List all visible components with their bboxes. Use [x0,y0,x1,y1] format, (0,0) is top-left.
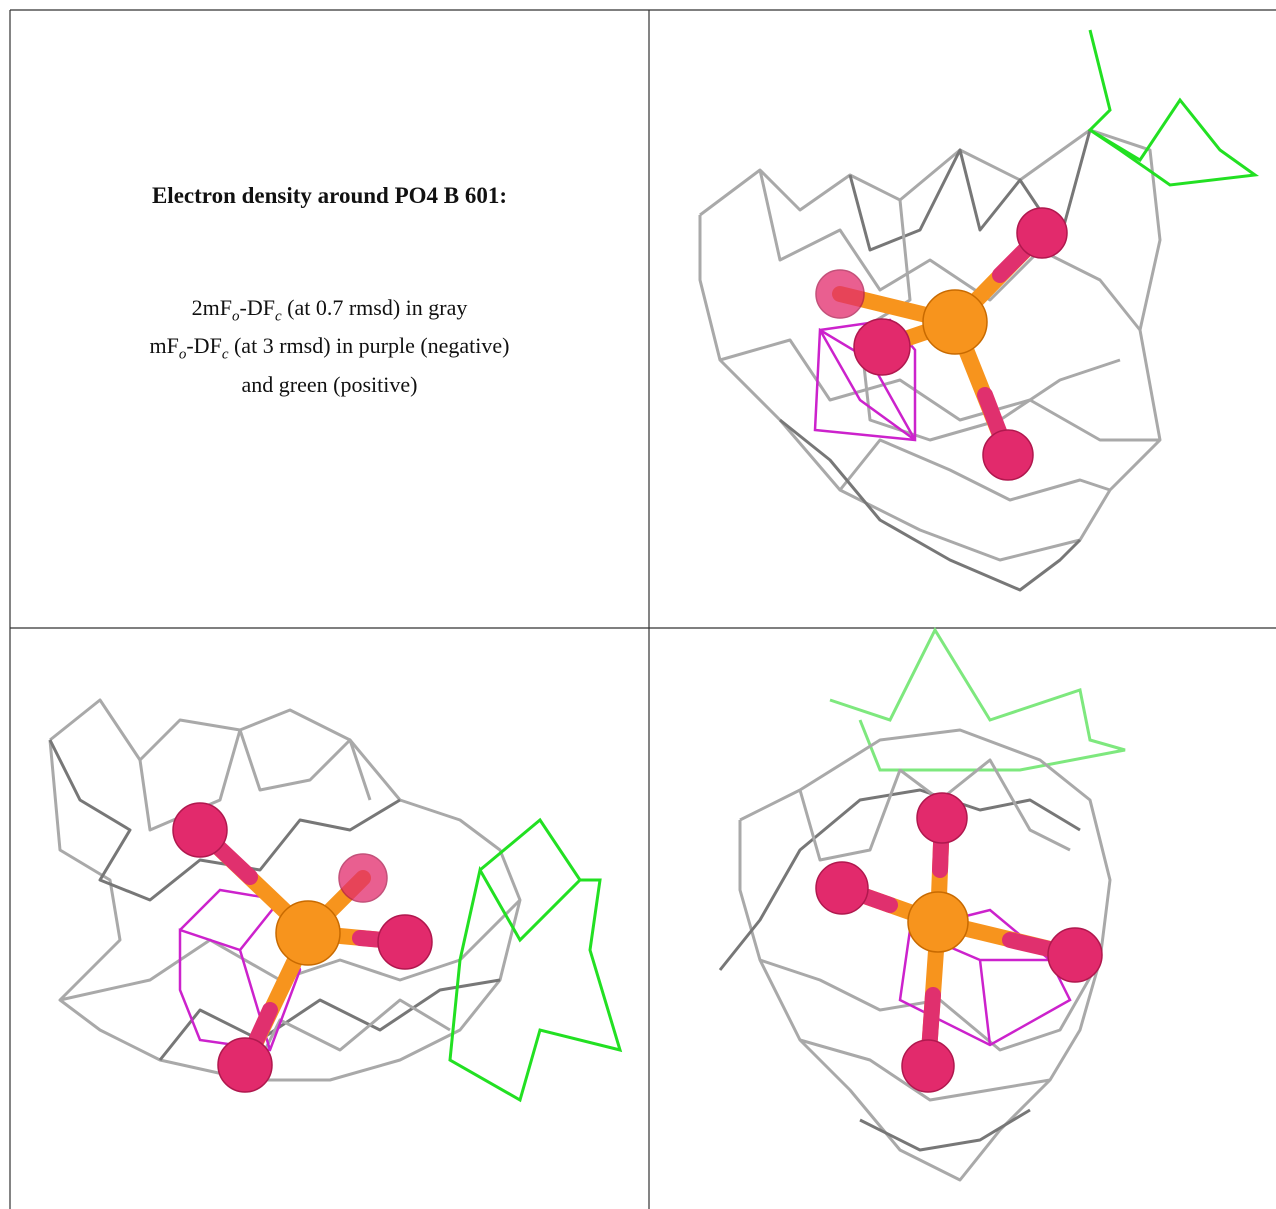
density-view-3 [720,630,1125,1180]
page: Electron density around PO4 B 601: 2mFo-… [0,0,1276,1209]
legend-line: mFo-DFc (at 3 rmsd) in purple (negative) [11,331,648,369]
density-view-1 [700,30,1255,590]
caption-cell: Electron density around PO4 B 601: 2mFo-… [11,11,648,627]
caption-title: Electron density around PO4 B 601: [11,183,648,209]
subscript: o [232,308,240,324]
legend-text: -DF [186,333,221,358]
legend-text: (at 3 rmsd) in purple (negative) [228,333,509,358]
legend-text: and green (positive) [242,372,418,397]
legend-line: 2mFo-DFc (at 0.7 rmsd) in gray [11,293,648,331]
legend-line: and green (positive) [11,370,648,400]
legend-text: mF [150,333,179,358]
density-view-2 [50,700,620,1100]
legend-text: (at 0.7 rmsd) in gray [282,295,468,320]
legend-text: -DF [240,295,275,320]
legend-text: 2mF [192,295,232,320]
subscript: c [275,308,282,324]
